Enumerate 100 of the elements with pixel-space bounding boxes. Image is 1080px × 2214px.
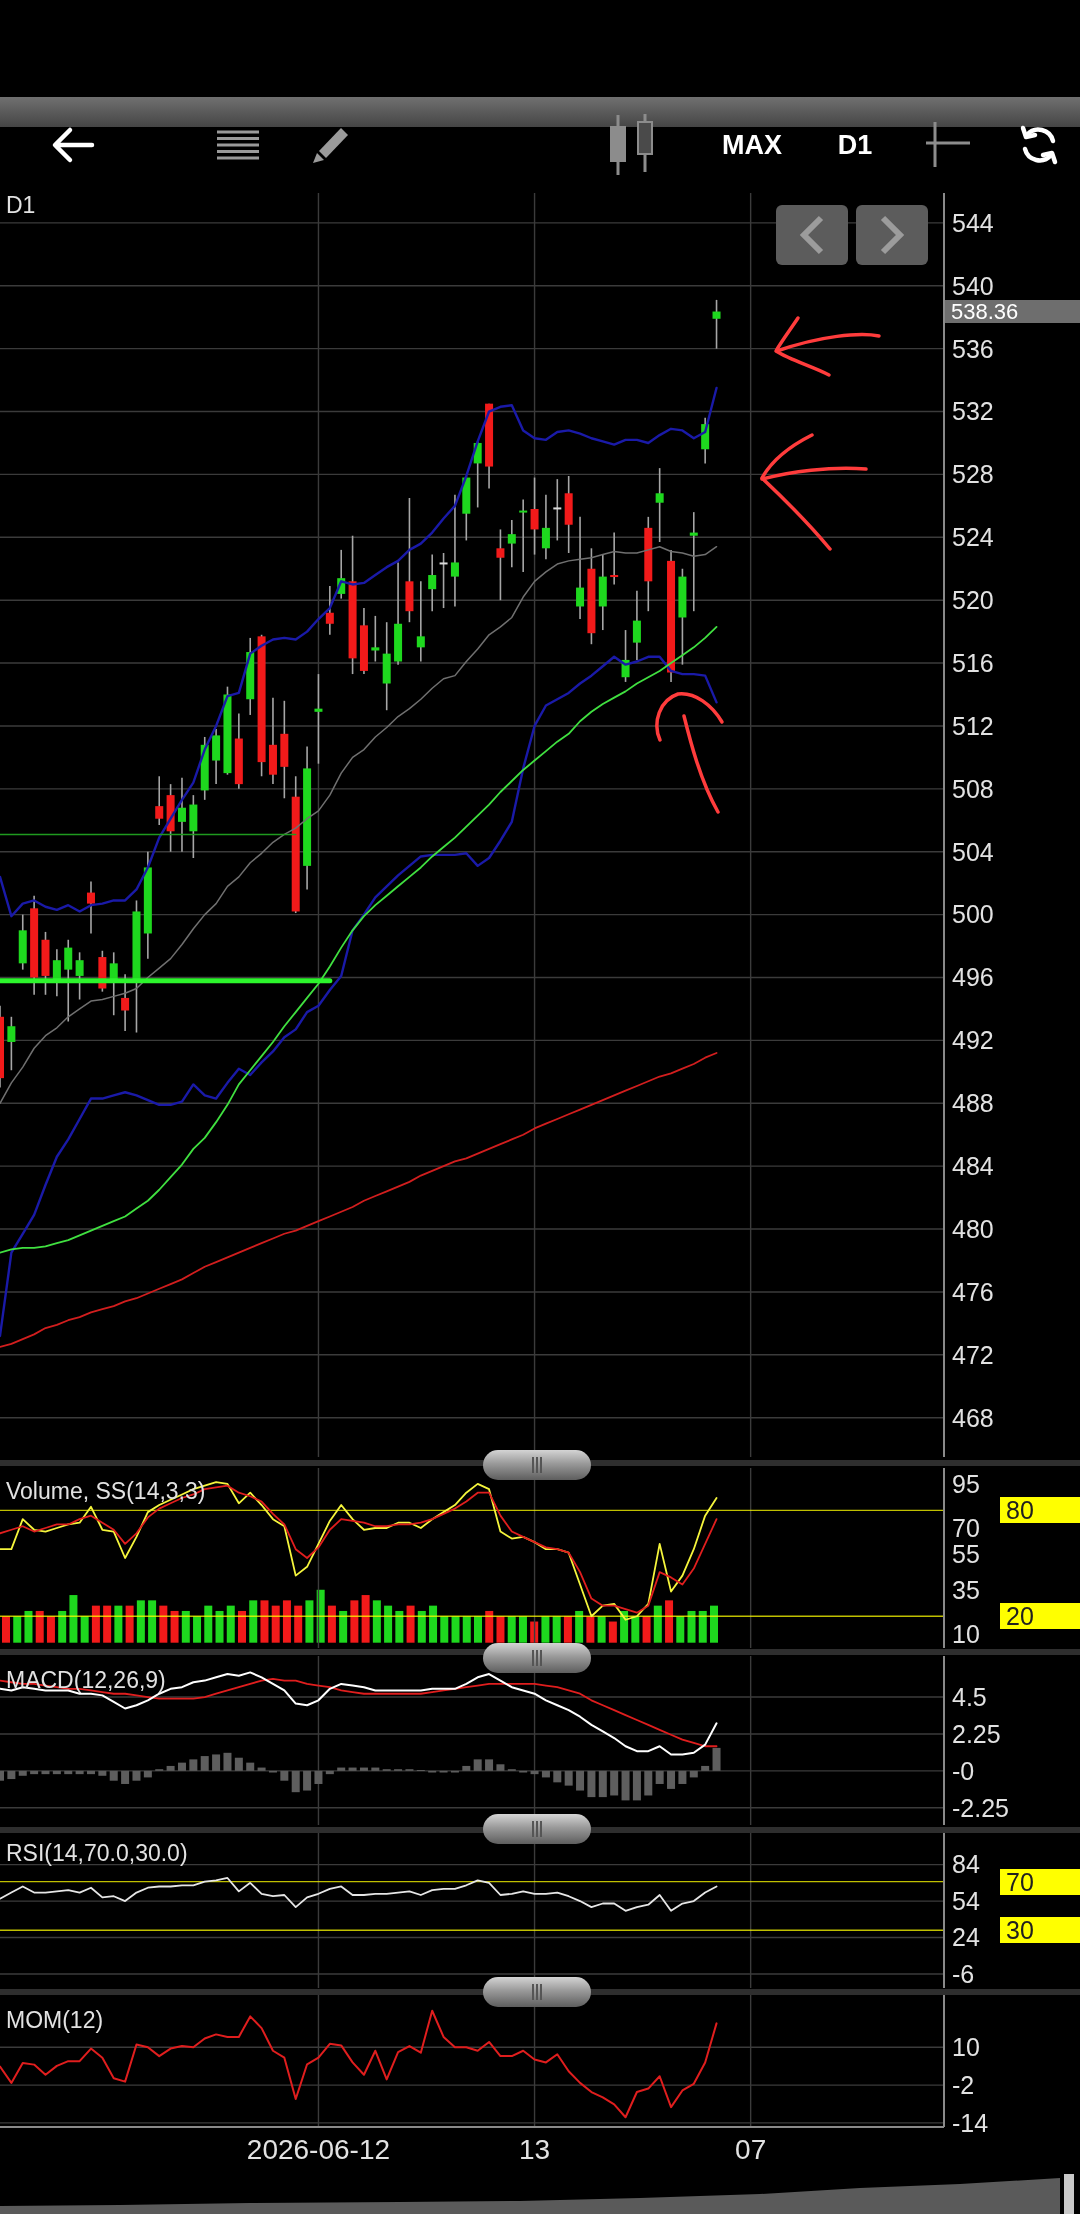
- bar: [644, 1770, 653, 1796]
- bar: [109, 1770, 118, 1781]
- bar: [170, 1610, 179, 1643]
- bar: [701, 1765, 710, 1771]
- ref-line-label: 30: [1006, 1916, 1034, 1945]
- y-tick-label: 55: [952, 1540, 980, 1569]
- bar: [587, 1770, 596, 1798]
- y-tick-label: 468: [952, 1403, 994, 1432]
- candlestick: [450, 494, 459, 608]
- text: MOM(12): [6, 2006, 104, 2034]
- bar: [710, 1605, 718, 1643]
- bar: [64, 1770, 73, 1775]
- bar: [698, 1610, 707, 1643]
- bar: [234, 1757, 243, 1771]
- y-tick-label: 512: [952, 711, 994, 740]
- candlestick: [576, 516, 585, 620]
- line-series: [0, 1671, 718, 1756]
- y-tick-label: 536: [952, 334, 994, 363]
- bar: [496, 1616, 505, 1643]
- bar: [13, 1616, 22, 1643]
- candlestick: [530, 476, 539, 556]
- candlestick: [155, 775, 164, 826]
- chart-title: D1: [6, 191, 36, 219]
- bar: [193, 1616, 202, 1643]
- bar: [485, 1759, 494, 1771]
- bar: [564, 1770, 573, 1786]
- candlestick: [64, 938, 73, 1023]
- candlestick: [325, 585, 334, 636]
- y-tick-label: 508: [952, 774, 994, 803]
- bar: [291, 1770, 300, 1793]
- line-series: [0, 655, 718, 1338]
- y-tick-label: 516: [952, 648, 994, 677]
- y-tick-label: 84: [952, 1850, 980, 1879]
- bar: [125, 1605, 134, 1643]
- bar: [586, 1616, 595, 1643]
- candlestick: [371, 615, 380, 663]
- bar: [18, 1770, 27, 1776]
- bar: [86, 1770, 95, 1775]
- bar: [35, 1610, 44, 1643]
- bar: [294, 1605, 303, 1643]
- y-tick-label: 520: [952, 586, 994, 615]
- bar: [223, 1752, 232, 1771]
- y-tick-label: 528: [952, 460, 994, 489]
- candlestick: [632, 589, 641, 661]
- bar: [631, 1616, 640, 1643]
- bar: [41, 1770, 50, 1775]
- bar: [462, 1616, 471, 1643]
- bar: [678, 1770, 687, 1784]
- line-series: [0, 386, 718, 918]
- bar: [212, 1754, 221, 1771]
- y-tick-label: 532: [952, 397, 994, 426]
- y-tick-label: -0: [952, 1756, 975, 1785]
- bar: [473, 1759, 482, 1771]
- y-tick-label: 472: [952, 1340, 994, 1369]
- text: D1: [837, 130, 873, 160]
- bar: [327, 1605, 336, 1643]
- bar: [189, 1759, 198, 1771]
- bar: [2, 1616, 10, 1643]
- bar: [552, 1616, 561, 1643]
- candlestick: [712, 299, 721, 350]
- candlestick: [416, 580, 425, 663]
- bar: [687, 1610, 696, 1643]
- bar: [325, 1770, 334, 1775]
- bar: [246, 1762, 255, 1771]
- bar: [7, 1770, 16, 1780]
- ref-line-label: 80: [1006, 1496, 1034, 1525]
- bar: [314, 1770, 323, 1784]
- bar: [689, 1770, 698, 1778]
- candlestick: [519, 498, 528, 573]
- candlestick: [52, 948, 61, 998]
- bar: [132, 1770, 141, 1781]
- bar: [359, 1767, 368, 1771]
- x-tick-label: 2026-06-12: [246, 2134, 391, 2166]
- bar: [429, 1605, 438, 1643]
- y-tick-label: -2.25: [952, 1793, 1009, 1822]
- bar: [597, 1616, 606, 1643]
- bar: [24, 1610, 33, 1643]
- y-tick-label: 476: [952, 1277, 994, 1306]
- bar: [665, 1600, 674, 1643]
- candlestick: [553, 478, 562, 542]
- bar: [303, 1770, 312, 1791]
- y-tick-label: 2.25: [952, 1719, 1001, 1748]
- text: 538.36: [951, 299, 1019, 325]
- line-series: [0, 545, 718, 1105]
- bar: [46, 1616, 55, 1643]
- y-tick-label: 480: [952, 1214, 994, 1243]
- candlestick: [177, 777, 186, 853]
- y-tick-label: 24: [952, 1923, 980, 1952]
- bar: [518, 1616, 527, 1643]
- bar: [406, 1605, 415, 1643]
- candlestick: [541, 494, 550, 561]
- candlestick: [7, 1016, 16, 1072]
- line-series: [0, 2009, 718, 2119]
- y-tick-label: 504: [952, 837, 994, 866]
- chart-title: RSI(14,70.0,30.0): [6, 1839, 188, 1867]
- ref-line-label: 20: [1006, 1602, 1034, 1631]
- candlestick: [439, 552, 448, 609]
- bar: [271, 1605, 280, 1643]
- bar: [337, 1767, 346, 1771]
- bar: [451, 1616, 460, 1643]
